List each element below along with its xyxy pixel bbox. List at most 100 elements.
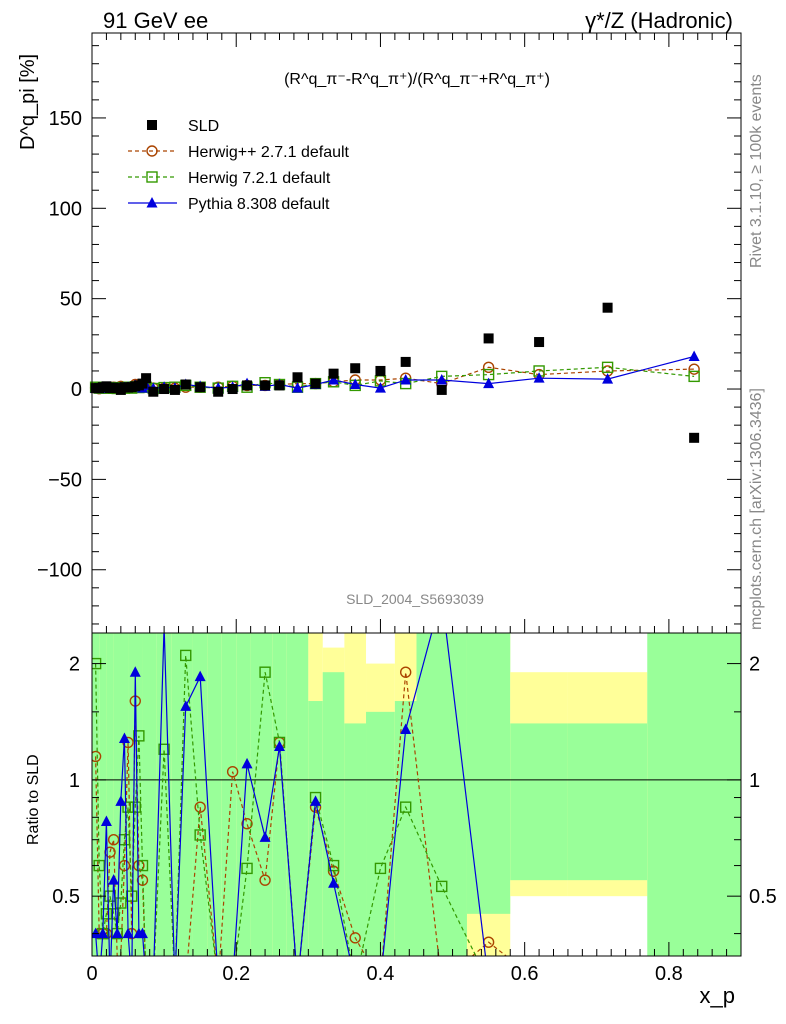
ratio-point [180,649,192,662]
header-left-title: 91 GeV ee [103,8,208,33]
ratio-point [122,927,134,939]
legend-label-2: Herwig 7.2.1 default [188,170,331,187]
data-point [349,378,361,390]
data-point [483,377,495,389]
ratio-y-tick-label-right: 0.5 [749,886,777,908]
data-point [483,333,494,344]
ratio-point [400,723,412,735]
data-point [602,302,613,313]
ratio-point [259,831,271,842]
data-point [328,373,340,385]
data-point [350,363,361,374]
ratio-point [226,765,239,778]
ratio-point [310,795,322,806]
legend-label-1: Herwig++ 2.7.1 default [188,144,350,161]
header-right-title: γ*/Z (Hadronic) [585,8,733,33]
data-point [137,378,148,389]
green-band-bin [510,723,568,881]
legend-marker-0 [147,120,157,130]
ratio-point [111,927,123,939]
green-band-bin [466,633,511,914]
ratio-point [241,862,253,875]
ratio-plot-area [92,633,741,956]
data-point [400,373,412,385]
ratio-point [259,666,271,678]
main-panel: −100 −50 0 50 100 150 D^q_pi [%] (R^q_π⁻-R^q_π⁺… [17,32,742,634]
green-band-bin [106,633,114,956]
ratio-point [115,795,127,806]
data-point [601,361,614,374]
ratio-point [133,730,145,742]
ratio-point [349,932,361,944]
green-band-bin [567,723,648,881]
x-tick-label: 0.6 [511,963,539,985]
legend-label-3: Pythia 8.308 default [188,196,330,213]
x-tick-label: 0.8 [655,963,683,985]
data-point [374,382,386,393]
green-band-bin [647,633,741,956]
ratio-point [180,700,192,711]
ratio-point [328,877,340,888]
ratio-point [399,801,412,813]
ratio-y-tick-label: 0.5 [52,886,80,908]
analysis-watermark: SLD_2004_S5693039 [346,591,484,607]
ratio-y-tick-label: 2 [69,654,80,676]
data-point [213,386,224,397]
main-series-0 [90,302,700,443]
ratio-point [97,927,109,939]
green-band-bin [236,633,251,956]
data-point [141,373,152,384]
ratio-point [436,880,448,893]
ratio-panel: 0.5 0.5 1 1 2 2 0 0.2 0.4 0.6 0.8 Ratio to SLD x_p [25,632,777,1008]
ratio-frame [91,632,742,957]
main-plot-area [89,302,700,443]
uncertainty-bands [92,633,741,956]
legend-marker-1 [146,145,158,157]
data-point [310,378,321,389]
data-point [328,368,339,379]
ratio-point [327,859,340,872]
y-tick-label: −100 [37,560,82,582]
green-band-bin [308,701,323,956]
ratio-point [136,927,148,939]
ratio-y-tick-label: 1 [69,770,80,792]
mcplots-label: mcplots.cern.ch [arXiv:1306.3436] [748,388,765,630]
x-tick-label: 0.2 [222,963,250,985]
ratio-point [129,666,141,677]
data-point [242,380,253,391]
y-tick-label: 0 [71,379,82,401]
ratio-axes: 0.5 0.5 1 1 2 2 0 0.2 0.4 0.6 0.8 Ratio to SLD x_p [25,632,777,1008]
ratio-series-line [95,655,477,956]
green-band-bin [99,633,107,956]
data-point [602,373,614,384]
ratio-point [100,815,112,827]
green-band-bin [207,633,222,956]
data-point [274,380,285,391]
y-tick-label: 50 [60,289,82,311]
green-band-bin [92,633,100,956]
data-point [688,370,700,383]
x-tick-label: 0.4 [367,963,395,985]
ratio-point [118,732,130,743]
data-point [195,382,206,393]
ratio-point [125,890,138,902]
green-band-bin [250,633,273,956]
main-y-axis-label: D^q_pi [%] [17,54,39,150]
ratio-point [107,834,120,846]
ratio-point [158,743,170,755]
x-tick-label: 0 [86,963,97,985]
ratio-point [273,740,285,752]
y-tick-label: −50 [48,469,82,491]
ratio-point [115,897,127,909]
ratio-point [399,666,412,678]
legend-marker-2 [146,171,158,183]
green-band-bin [394,701,417,956]
green-band-bin [192,633,208,956]
green-band-bin [366,711,395,956]
data-point [688,363,700,375]
plot-formula-title: (R^q_π⁻-R^q_π⁺)/(R^q_π⁻+R^q_π⁺) [284,71,550,88]
legend: SLD Herwig++ 2.7.1 default Herwig 7.2.1 de… [128,118,350,213]
green-band-bin [156,633,172,956]
data-point [688,350,700,361]
ratio-point [108,874,120,885]
